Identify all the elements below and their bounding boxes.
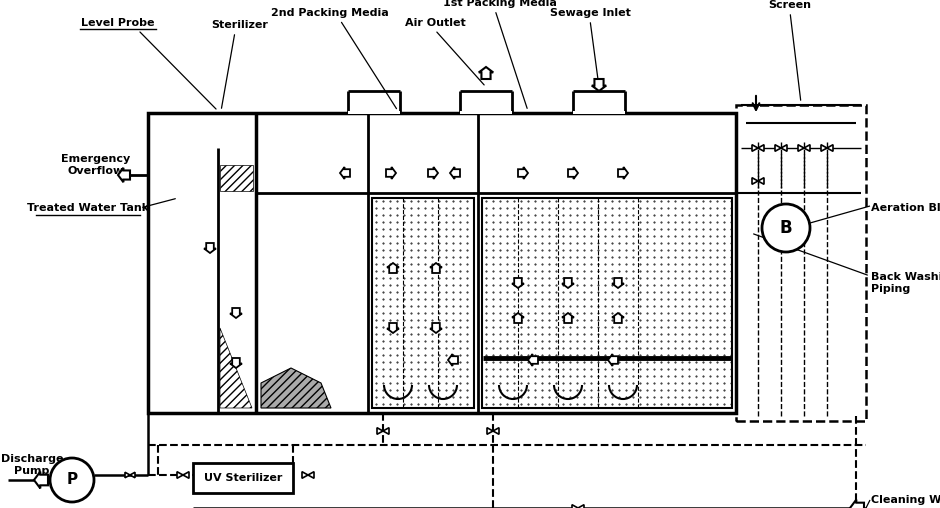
Polygon shape: [612, 278, 624, 288]
Polygon shape: [340, 167, 350, 179]
Polygon shape: [177, 472, 189, 479]
Polygon shape: [387, 323, 399, 333]
Polygon shape: [118, 168, 130, 182]
Bar: [460, 111, 512, 114]
Bar: [148, 113, 736, 413]
Polygon shape: [775, 145, 787, 151]
Polygon shape: [612, 313, 624, 323]
Polygon shape: [572, 505, 584, 508]
Text: Discharge
Pump: Discharge Pump: [1, 454, 63, 476]
Polygon shape: [752, 145, 764, 151]
Polygon shape: [261, 368, 331, 408]
Text: P: P: [67, 472, 78, 488]
Text: Treated Water Tank: Treated Water Tank: [27, 203, 149, 213]
Polygon shape: [798, 145, 810, 151]
Text: 2nd Packing Media: 2nd Packing Media: [271, 8, 389, 18]
Polygon shape: [592, 79, 606, 91]
Polygon shape: [34, 471, 48, 488]
Bar: [348, 111, 400, 114]
Text: Aeration Blower: Aeration Blower: [871, 203, 940, 213]
Polygon shape: [618, 167, 628, 179]
Polygon shape: [562, 313, 574, 323]
Polygon shape: [850, 499, 864, 508]
Polygon shape: [386, 167, 396, 179]
Bar: [736, 105, 866, 421]
Bar: [193, 463, 293, 493]
Polygon shape: [125, 472, 135, 478]
Polygon shape: [387, 263, 399, 273]
Text: Emergency
Overflow: Emergency Overflow: [61, 154, 131, 176]
Polygon shape: [528, 354, 538, 366]
Polygon shape: [512, 313, 524, 323]
Polygon shape: [430, 323, 442, 333]
Circle shape: [50, 458, 94, 502]
Text: UV Sterilizer: UV Sterilizer: [204, 473, 282, 483]
Polygon shape: [430, 263, 442, 273]
Polygon shape: [377, 428, 389, 434]
Text: Screen: Screen: [769, 0, 811, 10]
Circle shape: [762, 204, 810, 252]
Polygon shape: [512, 278, 524, 288]
Polygon shape: [568, 167, 578, 179]
Text: Back Washing
Piping: Back Washing Piping: [871, 272, 940, 294]
Polygon shape: [478, 67, 494, 79]
Text: Air Outlet: Air Outlet: [404, 18, 465, 28]
Polygon shape: [230, 358, 242, 368]
Bar: [372, 198, 474, 408]
Polygon shape: [518, 167, 528, 179]
Text: Cleaning Water Inlet: Cleaning Water Inlet: [871, 495, 940, 505]
Text: B: B: [779, 219, 792, 237]
Bar: [482, 198, 732, 408]
Polygon shape: [302, 472, 314, 479]
Polygon shape: [487, 428, 499, 434]
Text: Sewage Inlet: Sewage Inlet: [550, 8, 631, 18]
Text: Level Probe: Level Probe: [81, 18, 155, 28]
Polygon shape: [428, 167, 438, 179]
Bar: [573, 111, 625, 114]
Text: 1st Packing Media: 1st Packing Media: [443, 0, 556, 8]
Polygon shape: [752, 178, 764, 184]
Text: Sterilizer: Sterilizer: [212, 20, 269, 30]
Polygon shape: [204, 243, 216, 253]
Polygon shape: [448, 354, 458, 366]
Polygon shape: [450, 167, 460, 179]
Polygon shape: [562, 278, 574, 288]
Polygon shape: [608, 354, 618, 366]
Polygon shape: [230, 308, 242, 318]
Polygon shape: [821, 145, 833, 151]
